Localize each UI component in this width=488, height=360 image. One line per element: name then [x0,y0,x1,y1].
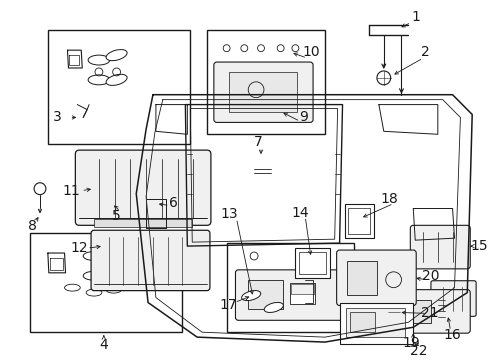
Bar [348,207,369,234]
Text: 17: 17 [219,298,237,312]
Ellipse shape [106,248,127,258]
Text: 4: 4 [99,338,108,352]
Ellipse shape [127,258,149,267]
Bar [350,312,374,332]
FancyBboxPatch shape [235,270,344,320]
Text: 15: 15 [469,239,487,253]
Text: 3: 3 [53,111,62,125]
Text: 9: 9 [298,111,307,125]
Ellipse shape [106,271,127,280]
Text: 20: 20 [421,269,439,283]
Text: 6: 6 [169,195,178,210]
Text: 16: 16 [443,328,461,342]
Ellipse shape [88,55,109,65]
Text: 5: 5 [112,210,121,224]
Bar [341,265,406,306]
Ellipse shape [106,74,127,85]
Bar [334,258,412,312]
FancyBboxPatch shape [409,225,469,269]
Text: 14: 14 [291,206,308,220]
Bar [206,30,324,134]
Bar [94,219,192,227]
Ellipse shape [64,284,80,291]
Text: 8: 8 [28,219,37,233]
Ellipse shape [241,291,260,301]
FancyBboxPatch shape [75,150,210,225]
Ellipse shape [106,50,127,61]
Text: 22: 22 [409,344,427,358]
Text: 11: 11 [62,184,80,198]
Text: 19: 19 [402,336,419,350]
Ellipse shape [83,271,104,280]
Ellipse shape [83,252,104,260]
Text: 13: 13 [220,207,238,221]
Text: 21: 21 [420,306,438,320]
Bar [30,233,182,332]
Bar [299,252,325,274]
Bar [347,261,376,294]
Text: 2: 2 [420,45,428,59]
FancyBboxPatch shape [336,250,415,306]
Ellipse shape [105,286,122,293]
Text: 7: 7 [253,135,262,149]
Bar [401,300,430,323]
Bar [226,243,354,332]
Ellipse shape [86,289,102,296]
Bar [344,203,373,238]
Bar [291,284,313,294]
FancyBboxPatch shape [213,62,312,122]
Bar [248,280,282,310]
Bar [290,283,314,305]
FancyBboxPatch shape [91,230,209,291]
Text: 1: 1 [411,9,420,23]
Bar [228,72,297,112]
Bar [339,302,412,344]
Bar [295,248,329,278]
FancyBboxPatch shape [430,281,475,316]
Bar [48,30,190,144]
Text: 12: 12 [70,241,88,255]
Text: 10: 10 [302,45,319,59]
Bar [366,300,396,323]
FancyBboxPatch shape [356,290,469,333]
Ellipse shape [264,302,283,312]
Bar [346,309,405,337]
Text: 18: 18 [380,192,398,206]
Ellipse shape [88,75,109,85]
